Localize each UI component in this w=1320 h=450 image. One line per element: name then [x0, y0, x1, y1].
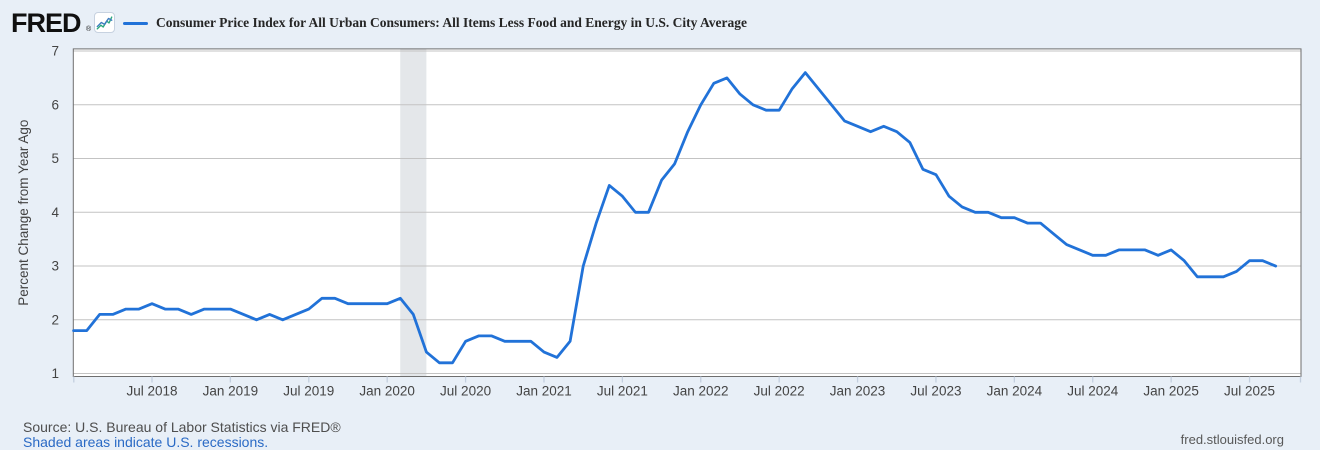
- legend-line-swatch: [123, 22, 148, 25]
- y-axis-tick-label: 3: [51, 259, 59, 274]
- x-axis-tick-label: Jul 2022: [754, 384, 805, 399]
- fred-logo: FRED: [11, 8, 81, 38]
- source-attribution: Source: U.S. Bureau of Labor Statistics …: [23, 419, 341, 435]
- recession-note-link[interactable]: Shaded areas indicate U.S. recessions.: [23, 434, 269, 450]
- cpi-series-line: [72, 71, 1278, 365]
- fred-site-url[interactable]: fred.stlouisfed.org: [1180, 432, 1284, 447]
- x-axis-tick-label: Jan 2025: [1143, 384, 1199, 399]
- chart-canvas: 1 2 3 4 5 6 7 Jul 2018 Jan 2019 Jul 2019 Jan 2020 J…: [16, 44, 1302, 399]
- y-axis-title: Percent Change from Year Ago: [16, 120, 31, 306]
- x-axis-tick-label: Jul 2020: [440, 384, 491, 399]
- fred-sparkline-icon: [94, 12, 115, 33]
- chart-header: FRED ® Consumer Price Index for All Urba…: [0, 0, 1320, 46]
- x-axis-tick-label: Jul 2018: [126, 384, 177, 399]
- x-axis-tick-label: Jan 2024: [987, 384, 1043, 399]
- y-axis-tick-label: 7: [51, 44, 59, 59]
- x-axis-tick-label: Jul 2019: [283, 384, 334, 399]
- registered-mark: ®: [86, 26, 92, 33]
- x-axis-tick-label: Jan 2019: [203, 384, 259, 399]
- y-axis-tick-label: 2: [51, 312, 59, 327]
- series-title: Consumer Price Index for All Urban Consu…: [156, 15, 748, 30]
- x-axis-tick-label: Jul 2025: [1224, 384, 1275, 399]
- x-axis-tick-label: Jul 2021: [597, 384, 648, 399]
- x-axis-tick-label: Jan 2020: [359, 384, 415, 399]
- y-axis-tick-label: 1: [51, 366, 59, 381]
- x-axis-tick-label: Jan 2023: [830, 384, 886, 399]
- x-axis-tick-label: Jul 2023: [910, 384, 961, 399]
- y-axis-tick-label: 6: [51, 97, 59, 112]
- icon-blue-line: [96, 17, 113, 28]
- y-axis-tick-label: 5: [51, 151, 59, 166]
- x-axis-tick-label: Jan 2022: [673, 384, 729, 399]
- plot-frame: [72, 48, 1302, 378]
- x-axis-tick-label: Jan 2021: [516, 384, 572, 399]
- series-legend: Consumer Price Index for All Urban Consu…: [123, 0, 747, 46]
- x-axis-tick-label: Jul 2024: [1067, 384, 1119, 399]
- y-axis-tick-label: 4: [51, 205, 59, 220]
